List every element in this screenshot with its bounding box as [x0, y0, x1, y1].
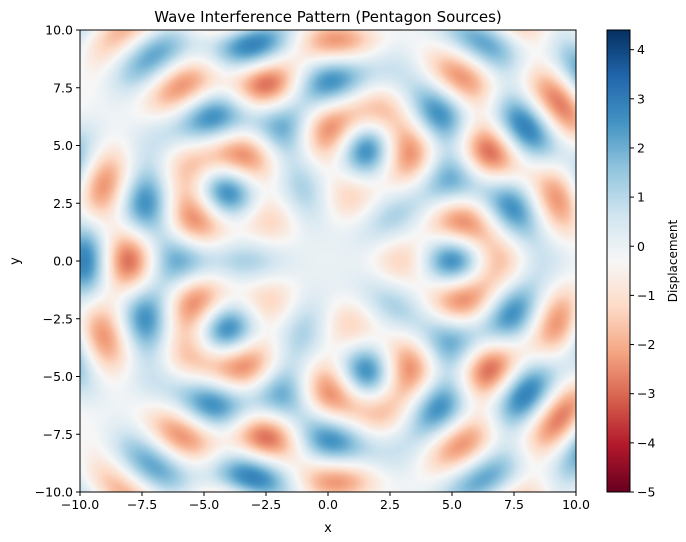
y-axis-label: y — [8, 257, 23, 265]
x-tick-label: 2.5 — [380, 497, 400, 512]
colorbar-tick-label: 3 — [637, 91, 645, 106]
x-tick-label: 10.0 — [562, 497, 590, 512]
chart-title: Wave Interference Pattern (Pentagon Sour… — [154, 8, 502, 26]
y-tick-label: 5.0 — [53, 138, 73, 153]
x-tick-label: 7.5 — [504, 497, 524, 512]
colorbar — [607, 30, 630, 492]
x-tick-label: −10.0 — [61, 497, 99, 512]
x-tick-label: −5.0 — [189, 497, 219, 512]
colorbar-tick-label: 1 — [637, 190, 645, 205]
colorbar-tick-label: 4 — [637, 42, 645, 57]
x-axis-label: x — [324, 521, 332, 536]
colorbar-tick-label: −4 — [637, 435, 655, 450]
y-tick-label: −2.5 — [43, 311, 73, 326]
y-axis: −10.0 −7.5 −5.0 −2.5 0.0 2.5 5.0 7.5 10.0 — [35, 23, 80, 500]
y-tick-label: −10.0 — [35, 485, 73, 500]
colorbar-tick-label: −2 — [637, 337, 655, 352]
x-tick-label: −2.5 — [251, 497, 281, 512]
y-tick-label: 2.5 — [53, 196, 73, 211]
x-axis: −10.0 −7.5 −5.0 −2.5 0.0 2.5 5.0 7.5 10.0 — [61, 492, 590, 512]
y-tick-label: 0.0 — [53, 254, 73, 269]
colorbar-tick-label: −3 — [637, 386, 655, 401]
colorbar-label: Displacement — [666, 219, 680, 302]
colorbar-tick-label: −5 — [637, 485, 655, 500]
x-tick-label: 0.0 — [318, 497, 338, 512]
y-tick-label: 10.0 — [45, 23, 73, 38]
y-tick-label: −5.0 — [43, 369, 73, 384]
x-tick-label: 5.0 — [442, 497, 462, 512]
x-tick-label: −7.5 — [127, 497, 157, 512]
colorbar-axis: 4 3 2 1 0 −1 −2 −3 −4 −5 — [630, 42, 655, 500]
colorbar-tick-label: 0 — [637, 239, 645, 254]
colorbar-tick-label: −1 — [637, 288, 655, 303]
heatmap-plot — [80, 30, 576, 492]
colorbar-tick-label: 2 — [637, 140, 645, 155]
y-tick-label: −7.5 — [43, 427, 73, 442]
y-tick-label: 7.5 — [53, 80, 73, 95]
